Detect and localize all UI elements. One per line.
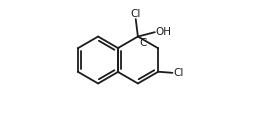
Text: C: C <box>139 38 147 48</box>
Text: Cl: Cl <box>173 68 183 78</box>
Text: Cl: Cl <box>131 9 141 19</box>
Text: OH: OH <box>155 27 171 37</box>
